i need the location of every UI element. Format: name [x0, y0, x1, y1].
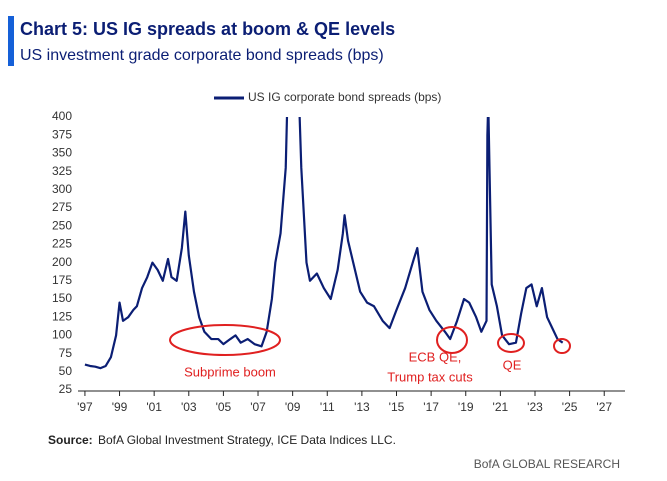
series-line	[84, 117, 564, 370]
y-tick-label: 375	[52, 127, 72, 141]
y-tick-label: 50	[59, 364, 73, 378]
x-tick-label: '13	[354, 400, 370, 414]
x-tick-label: '17	[423, 400, 439, 414]
y-tick-label: 350	[52, 146, 72, 160]
highlight-ellipse	[169, 324, 281, 356]
x-tick-label: '27	[596, 400, 612, 414]
annotation: ECB QE,	[409, 349, 462, 364]
x-tick-label: '03	[181, 400, 197, 414]
y-tick-label: 275	[52, 200, 72, 214]
chart-title: Chart 5: US IG spreads at boom & QE leve…	[20, 19, 395, 39]
y-tick-label: 75	[59, 346, 73, 360]
x-tick-label: '19	[458, 400, 474, 414]
x-tick-label: '25	[562, 400, 578, 414]
y-tick-label: 25	[59, 382, 73, 396]
legend-label: US IG corporate bond spreads (bps)	[248, 90, 441, 104]
x-tick-label: '05	[216, 400, 232, 414]
x-tick-label: '99	[112, 400, 128, 414]
x-tick-label: '09	[285, 400, 301, 414]
source-label: Source:	[48, 433, 93, 447]
x-tick-label: '11	[320, 400, 335, 414]
highlight-ellipse	[497, 333, 525, 353]
y-tick-label: 225	[52, 237, 72, 251]
y-tick-label: 200	[52, 255, 72, 269]
y-tick-label: 325	[52, 164, 72, 178]
x-tick-label: '01	[146, 400, 162, 414]
source: BofA Global Investment Strategy, ICE Dat…	[98, 433, 396, 447]
x-tick-label: '15	[389, 400, 405, 414]
x-tick-label: '07	[250, 400, 266, 414]
chart-subtitle: US investment grade corporate bond sprea…	[20, 47, 384, 64]
y-tick-label: 125	[52, 309, 72, 323]
x-tick-label: '23	[527, 400, 543, 414]
y-tick-label: 150	[52, 291, 72, 305]
x-tick-label: '97	[77, 400, 93, 414]
x-tick-label: '21	[493, 400, 509, 414]
y-tick-label: 100	[52, 328, 72, 342]
y-tick-label: 300	[52, 182, 72, 196]
annotation: QE	[503, 357, 522, 372]
footer: BofA GLOBAL RESEARCH	[474, 457, 620, 471]
annotation: Subprime boom	[184, 364, 276, 379]
highlight-ellipse	[436, 326, 468, 354]
title-bar	[8, 16, 14, 66]
y-tick-label: 400	[52, 109, 72, 123]
annotation: Trump tax cuts	[387, 369, 473, 384]
y-tick-label: 250	[52, 218, 72, 232]
highlight-ellipse	[553, 338, 571, 354]
y-tick-label: 175	[52, 273, 72, 287]
